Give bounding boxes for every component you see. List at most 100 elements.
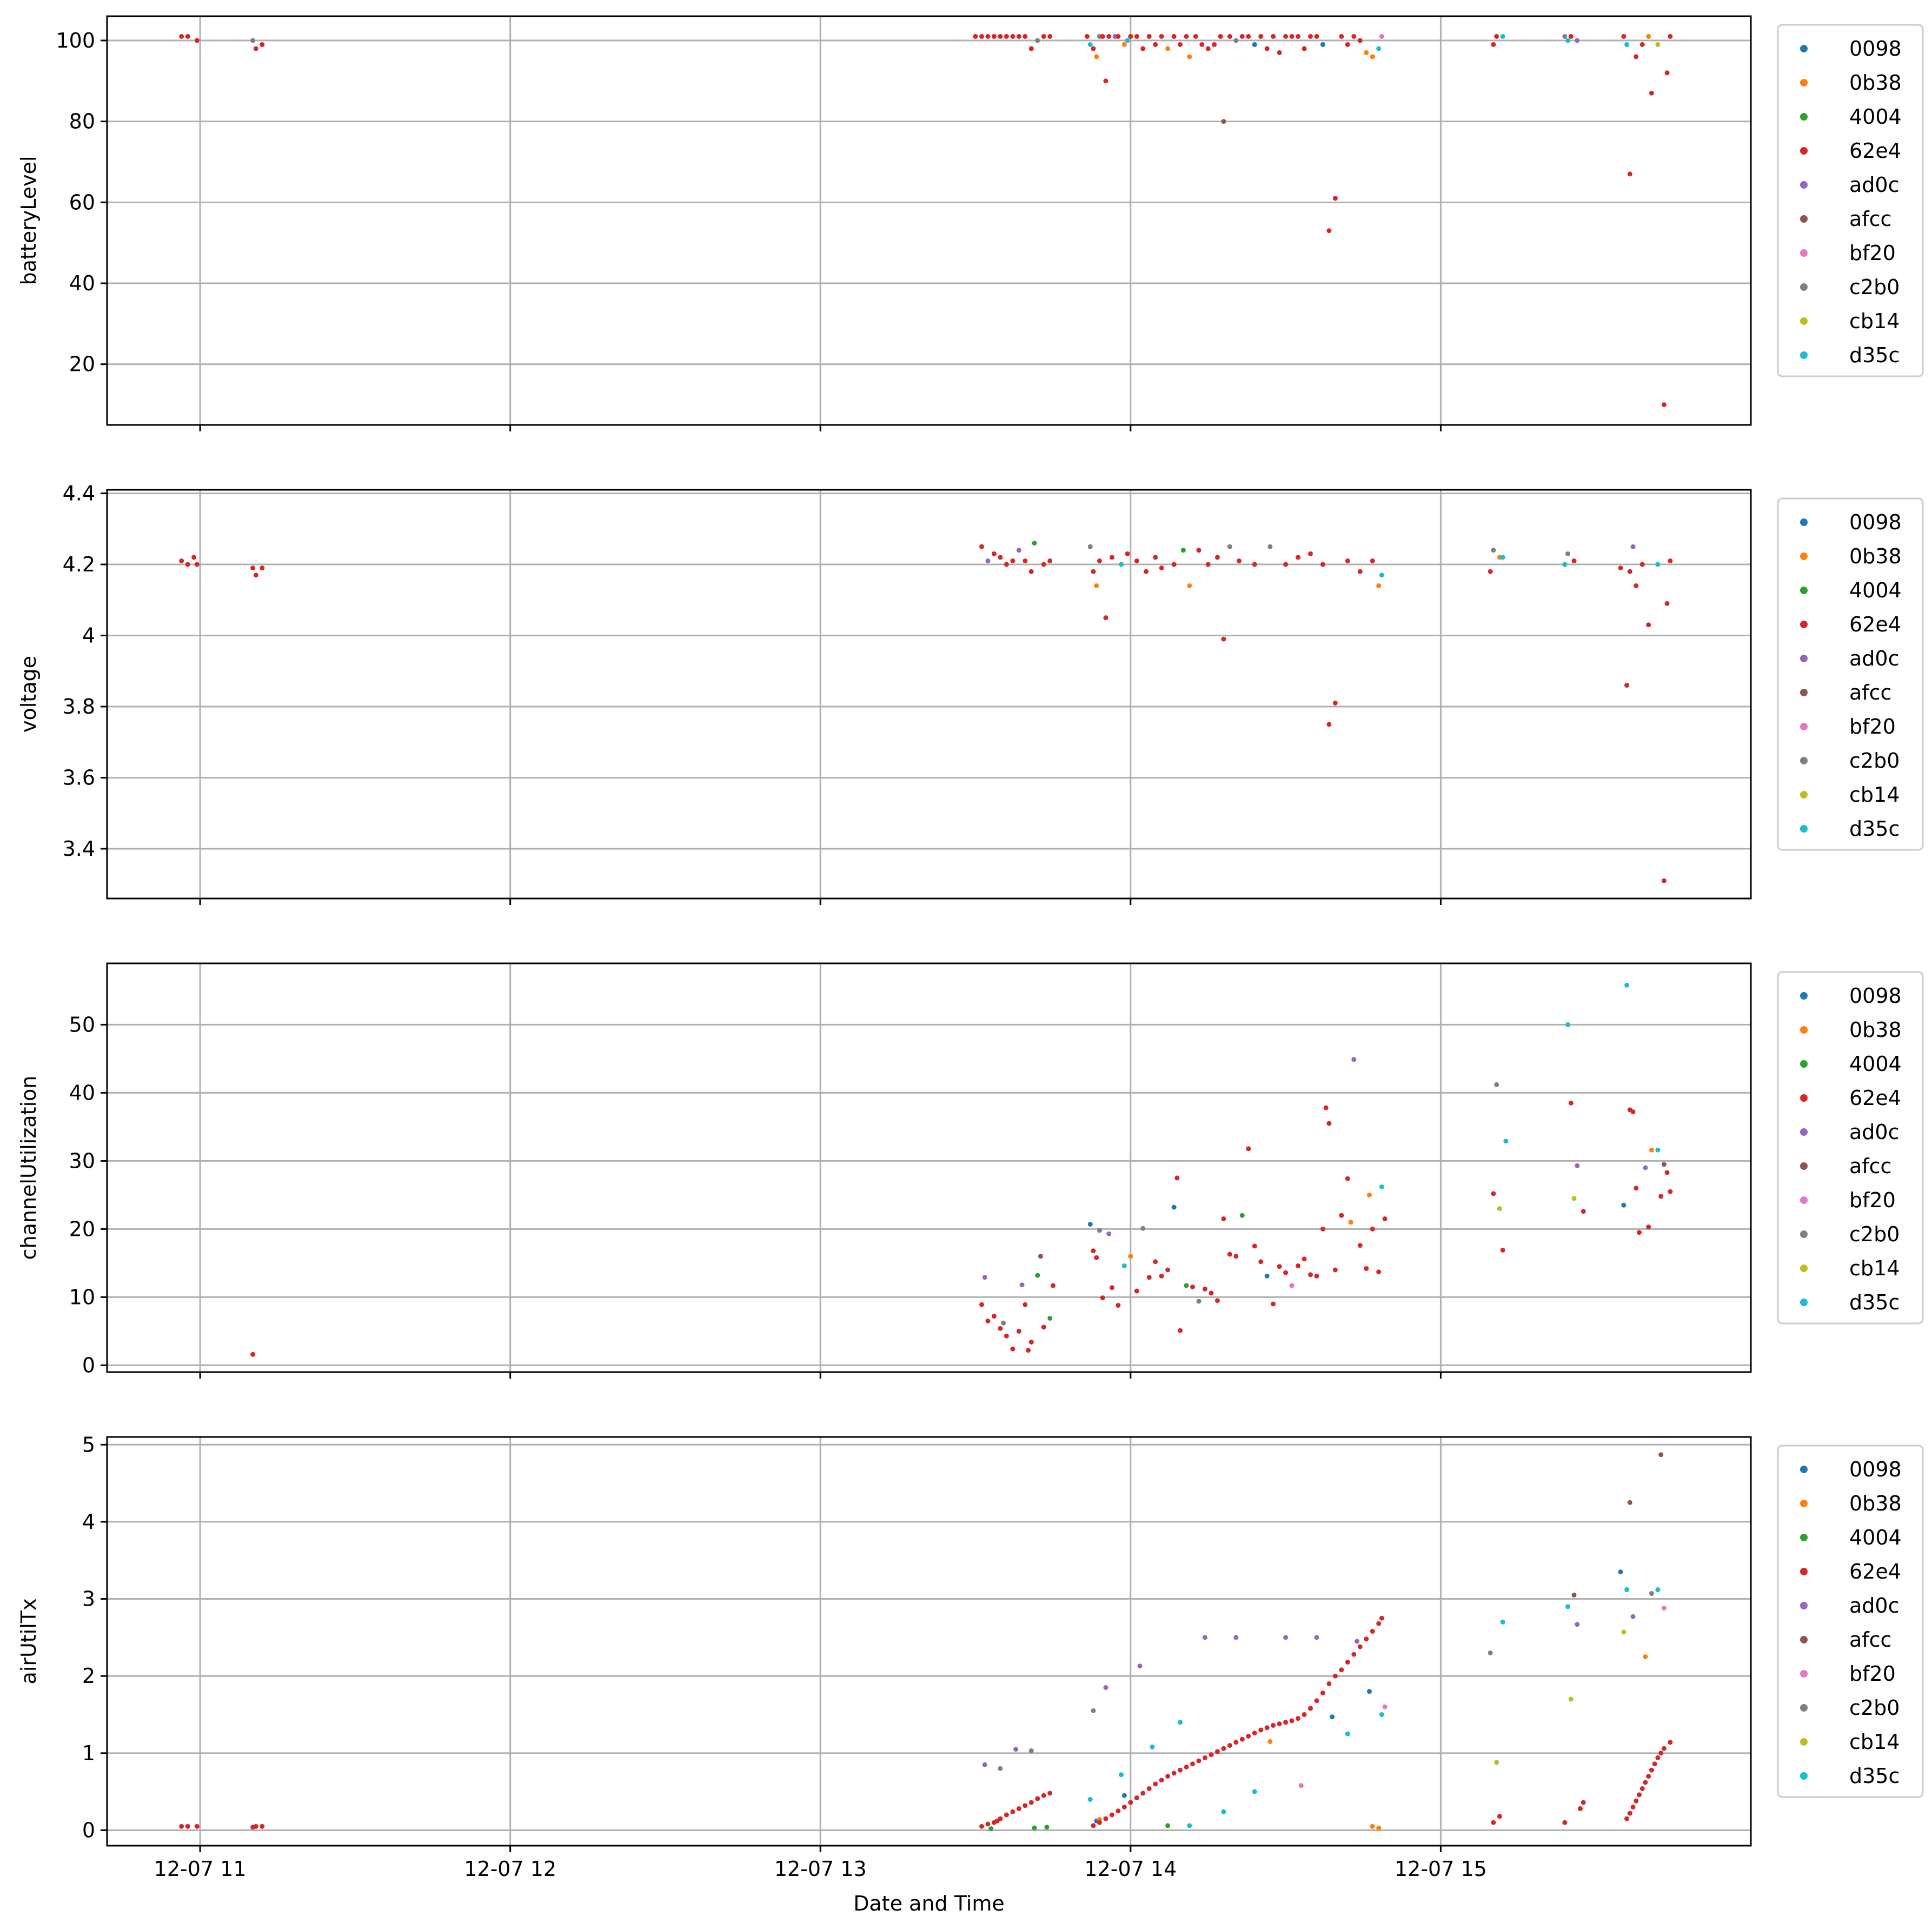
data-point-62e4 bbox=[1109, 1285, 1114, 1290]
data-point-62e4 bbox=[1116, 34, 1121, 39]
data-point-62e4 bbox=[1097, 558, 1102, 563]
data-point-0b38 bbox=[1267, 1739, 1273, 1744]
data-point-d35c bbox=[1087, 1796, 1093, 1802]
data-point-62e4 bbox=[1047, 558, 1053, 563]
legend-marker-0098 bbox=[1800, 45, 1808, 52]
data-point-ad0c bbox=[982, 1275, 987, 1280]
data-point-62e4 bbox=[1184, 34, 1189, 39]
data-point-c2b0 bbox=[1491, 548, 1496, 553]
data-point-62e4 bbox=[1252, 1731, 1257, 1736]
legend-marker-cb14 bbox=[1800, 317, 1808, 325]
y-axis-label: channelUtilization bbox=[17, 1076, 41, 1260]
y-tick-label: 3 bbox=[82, 1587, 95, 1611]
data-point-62e4 bbox=[1109, 555, 1114, 560]
data-point-62e4 bbox=[1026, 1348, 1031, 1353]
data-point-62e4 bbox=[194, 1823, 200, 1829]
y-tick-label: 4 bbox=[82, 624, 95, 648]
data-point-62e4 bbox=[1258, 1259, 1264, 1265]
legend-box bbox=[1777, 24, 1924, 377]
data-point-62e4 bbox=[979, 544, 985, 549]
data-point-62e4 bbox=[1004, 1812, 1009, 1818]
data-point-d35c bbox=[1624, 42, 1630, 47]
data-point-c2b0 bbox=[1087, 544, 1093, 549]
data-point-62e4 bbox=[979, 34, 985, 39]
data-point-0098 bbox=[1252, 42, 1257, 47]
legend-marker-0b38 bbox=[1800, 1026, 1808, 1034]
data-point-62e4 bbox=[1308, 551, 1313, 556]
data-point-62e4 bbox=[1233, 1740, 1239, 1745]
data-point-4004 bbox=[1032, 541, 1037, 546]
data-point-62e4 bbox=[1376, 1621, 1382, 1626]
legend: 0098 0b38 4004 62e4 ad0c afcc bf20 c2b0 cb14 d35c bbox=[1777, 971, 1924, 1325]
data-point-62e4 bbox=[1010, 558, 1015, 563]
data-point-ad0c bbox=[1019, 1282, 1025, 1288]
data-point-0b38 bbox=[1643, 1654, 1648, 1660]
data-point-62e4 bbox=[1196, 1758, 1201, 1763]
data-point-62e4 bbox=[1332, 1673, 1338, 1679]
data-point-62e4 bbox=[1668, 558, 1673, 563]
legend-marker-ad0c bbox=[1800, 1128, 1808, 1136]
data-point-cb14 bbox=[1568, 1696, 1574, 1702]
legend-marker-4004 bbox=[1800, 587, 1808, 594]
data-point-afcc bbox=[1627, 1500, 1632, 1505]
data-point-62e4 bbox=[1140, 46, 1146, 51]
plot-frame bbox=[106, 1436, 1752, 1847]
data-point-62e4 bbox=[1668, 1189, 1673, 1194]
data-point-62e4 bbox=[1016, 34, 1021, 39]
data-point-ad0c bbox=[1630, 544, 1636, 549]
data-point-cb14 bbox=[1655, 42, 1661, 47]
data-point-62e4 bbox=[985, 1821, 991, 1827]
data-point-62e4 bbox=[1332, 1267, 1338, 1273]
data-point-62e4 bbox=[1637, 1230, 1642, 1235]
data-point-c2b0 bbox=[250, 38, 256, 43]
data-point-62e4 bbox=[191, 555, 197, 560]
data-point-4004 bbox=[1180, 548, 1186, 553]
data-point-0b38 bbox=[1121, 42, 1127, 47]
data-point-62e4 bbox=[1103, 615, 1108, 621]
data-point-c2b0 bbox=[998, 1766, 1003, 1771]
data-point-62e4 bbox=[1323, 1105, 1329, 1110]
data-point-cb14 bbox=[1494, 1760, 1499, 1765]
legend-label-ad0c: ad0c bbox=[1849, 1120, 1899, 1144]
data-point-62e4 bbox=[1227, 34, 1232, 39]
data-point-62e4 bbox=[1128, 1800, 1133, 1805]
data-point-62e4 bbox=[1165, 1267, 1171, 1273]
data-point-62e4 bbox=[991, 551, 997, 556]
subplot-channelUtilization: 0 10 20 30 40 50 channelUtilization 0098 0b38 400… bbox=[17, 962, 1924, 1379]
data-point-62e4 bbox=[998, 555, 1003, 560]
data-point-62e4 bbox=[1159, 1778, 1164, 1783]
y-tick-label: 20 bbox=[69, 352, 95, 376]
data-point-62e4 bbox=[194, 562, 200, 567]
data-point-62e4 bbox=[1332, 700, 1338, 706]
data-point-62e4 bbox=[985, 34, 991, 39]
data-point-62e4 bbox=[1624, 683, 1630, 688]
legend-marker-afcc bbox=[1800, 215, 1808, 223]
legend-label-d35c: d35c bbox=[1849, 1290, 1900, 1314]
legend-label-ad0c: ad0c bbox=[1849, 1594, 1899, 1618]
legend-label-bf20: bf20 bbox=[1849, 1662, 1896, 1686]
y-tick-label: 100 bbox=[56, 29, 95, 52]
gridlines bbox=[107, 963, 1751, 1372]
data-point-cb14 bbox=[1621, 1629, 1626, 1635]
y-tick-label: 4 bbox=[82, 1510, 95, 1534]
data-point-62e4 bbox=[1320, 1691, 1325, 1696]
data-point-62e4 bbox=[1171, 34, 1177, 39]
legend-marker-0098 bbox=[1800, 1466, 1808, 1473]
data-point-62e4 bbox=[1655, 1755, 1661, 1760]
data-points bbox=[250, 982, 1673, 1357]
data-point-62e4 bbox=[1041, 1325, 1046, 1330]
data-point-62e4 bbox=[1624, 1816, 1630, 1821]
data-point-0b38 bbox=[1370, 1823, 1375, 1829]
data-point-d35c bbox=[1125, 38, 1130, 43]
data-point-ad0c bbox=[1283, 1635, 1289, 1640]
data-point-0b38 bbox=[1376, 583, 1382, 588]
data-point-62e4 bbox=[1562, 1820, 1568, 1825]
x-axis-label: Date and Time bbox=[853, 1892, 1004, 1915]
data-point-62e4 bbox=[260, 565, 265, 571]
data-point-ad0c bbox=[1103, 1685, 1108, 1691]
data-point-62e4 bbox=[1627, 569, 1632, 574]
data-point-62e4 bbox=[1497, 1814, 1502, 1819]
data-point-0b38 bbox=[1094, 583, 1099, 588]
data-point-ad0c bbox=[1351, 1057, 1357, 1062]
